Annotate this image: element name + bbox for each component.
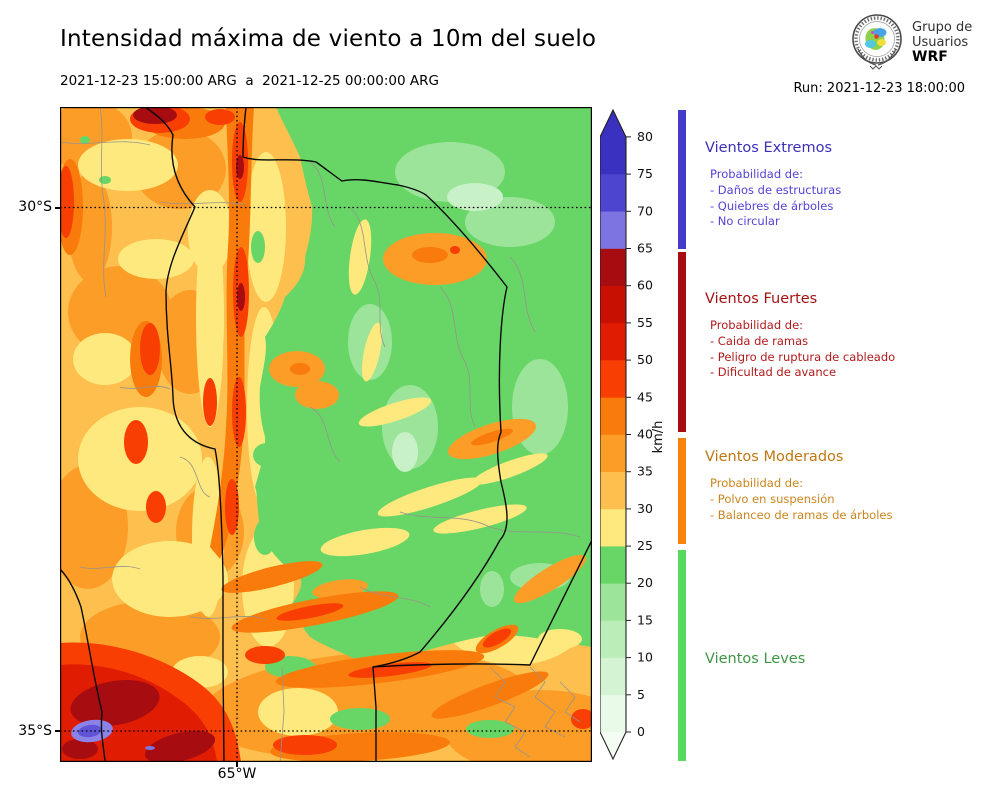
legend-extremos: Vientos Extremos Probabilidad de: - Daño…	[705, 140, 995, 230]
legend-extremos-intro: Probabilidad de:	[710, 167, 804, 181]
lon-label-65w: 65°W	[217, 766, 257, 782]
colorbar: 0 5 10 15 20 25 30 35 40 45 50 55 60 65 70 75 80…	[599, 106, 710, 770]
colorbar-segments	[600, 110, 626, 759]
svg-text:60: 60	[637, 278, 653, 293]
legend-fuertes-intro: Probabilidad de:	[710, 318, 804, 332]
legend-leves: Vientos Leves	[705, 651, 995, 667]
graticule-lines	[60, 107, 592, 762]
valid-period: 2021-12-23 15:00:00 ARG a 2021-12-25 00:…	[60, 73, 439, 89]
svg-text:5: 5	[637, 687, 645, 702]
colorbar-unit-label: km/h	[651, 421, 666, 454]
svg-text:70: 70	[637, 203, 653, 218]
lat-label-35s: 35°S	[18, 723, 52, 739]
legend-fuertes-item: - Peligro de ruptura de cableado	[710, 349, 896, 364]
province-boundaries	[59, 106, 593, 763]
contour-layer-southwest-severe	[60, 106, 245, 764]
lat-tick-30s	[55, 207, 60, 209]
department-boundaries	[59, 106, 581, 763]
legend-moderados-item: - Balanceo de ramas de árboles	[710, 507, 893, 522]
category-color-bar	[678, 110, 686, 761]
legend-extremos-item: - Quiebres de árboles	[710, 198, 834, 213]
colorbar-ticks	[626, 136, 631, 733]
wrf-users-group-logo: Grupo de Usuarios WRF	[851, 12, 972, 72]
legend-moderados-item: - Polvo en suspensión	[710, 491, 835, 506]
wrf-logo-seal-icon	[852, 14, 902, 70]
colorbar-under-arrow	[600, 732, 626, 759]
legend-moderados-intro: Probabilidad de:	[710, 476, 804, 490]
svg-text:15: 15	[637, 612, 653, 627]
legend-leves-title: Vientos Leves	[705, 651, 806, 667]
svg-text:75: 75	[637, 166, 653, 181]
svg-text:25: 25	[637, 538, 653, 553]
lat-tick-35s	[55, 730, 60, 732]
legend-extremos-item: - Daños de estructuras	[710, 182, 842, 197]
legend-fuertes-item: - Caida de ramas	[710, 333, 809, 348]
legend-fuertes: Vientos Fuertes Probabilidad de: - Caida…	[705, 291, 995, 381]
svg-text:30: 30	[637, 501, 653, 516]
lon-tick-65w	[236, 762, 238, 767]
catbar-fuertes	[678, 252, 686, 432]
legend-fuertes-title: Vientos Fuertes	[705, 291, 818, 307]
run-timestamp: Run: 2021-12-23 18:00:00	[793, 81, 965, 96]
legend-moderados: Vientos Moderados Probabilidad de: - Pol…	[705, 449, 995, 523]
svg-text:10: 10	[637, 650, 653, 665]
catbar-leves	[678, 550, 686, 761]
legend-moderados-title: Vientos Moderados	[705, 449, 844, 465]
svg-text:80: 80	[637, 129, 653, 144]
colorbar-tick-labels: 0 5 10 15 20 25 30 35 40 45 50 55 60 65 70 75 80	[637, 129, 653, 739]
svg-text:35: 35	[637, 464, 653, 479]
wind-intensity-map	[48, 101, 635, 774]
legend-extremos-item: - No circular	[710, 214, 780, 229]
catbar-extremos	[678, 110, 686, 249]
svg-text:50: 50	[637, 352, 653, 367]
svg-text:0: 0	[637, 724, 645, 739]
catbar-moderados	[678, 438, 686, 544]
contour-layer-green	[80, 107, 592, 738]
svg-text:55: 55	[637, 315, 653, 330]
svg-text:20: 20	[637, 575, 653, 590]
svg-text:40: 40	[637, 427, 653, 442]
wind-map-contours	[48, 101, 635, 774]
logo-text-wrf: WRF	[912, 49, 948, 65]
colorbar-svg: 0 5 10 15 20 25 30 35 40 45 50 55 60 65 70 75 80…	[599, 108, 686, 761]
legend-fuertes-item: - Dificultad de avance	[710, 365, 837, 380]
logo-text-line1: Grupo de	[912, 20, 973, 35]
logo-text-line2: Usuarios	[912, 35, 969, 50]
svg-text:45: 45	[637, 389, 653, 404]
lat-label-30s: 30°S	[18, 199, 52, 215]
page-title: Intensidad máxima de viento a 10m del su…	[60, 26, 597, 52]
colorbar-over-arrow	[600, 110, 626, 137]
map-border	[60, 107, 592, 762]
legend-extremos-title: Vientos Extremos	[705, 140, 833, 156]
svg-text:65: 65	[637, 241, 653, 256]
